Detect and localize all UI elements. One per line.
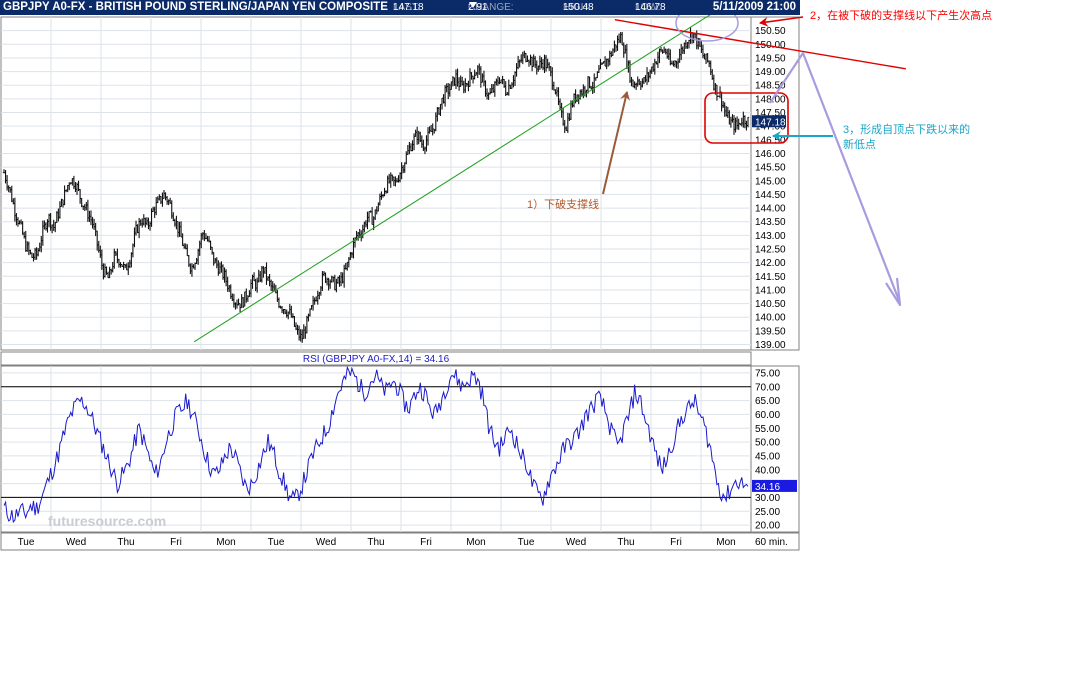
- x-tick-label: Mon: [466, 537, 485, 548]
- datetime-stamp: 5/11/2009 21:00: [712, 1, 796, 13]
- price-tick-label: 147.50: [755, 108, 786, 119]
- trendline-resistance: [614, 19, 906, 70]
- price-plot-frame: [0, 16, 752, 351]
- price-tick-label: 141.50: [755, 272, 786, 283]
- change-label: CHANGE:: [468, 2, 514, 13]
- annotation-lower-high: 2，在被下破的支撑线以下产生次高点: [810, 10, 993, 22]
- price-tick-label: 150.50: [755, 26, 786, 37]
- x-tick-label: Wed: [566, 537, 586, 548]
- change-value: 2.91: [468, 2, 488, 13]
- rsi-tick-label: 45.00: [755, 451, 780, 462]
- annotation-overlay: [602, 15, 902, 307]
- rsi-tick-label: 65.00: [755, 396, 780, 407]
- rsi-tick-label: 20.00: [755, 521, 780, 532]
- price-tick-label: 149.50: [755, 53, 786, 64]
- x-tick-label: Tue: [18, 537, 35, 548]
- price-tick-label: 149.00: [755, 67, 786, 78]
- x-tick-label: Thu: [117, 537, 134, 548]
- price-tick-label: 145.50: [755, 163, 786, 174]
- x-tick-label: Tue: [268, 537, 285, 548]
- x-tick-label: Thu: [367, 537, 384, 548]
- low-value: 146.78: [635, 2, 666, 13]
- x-tick-label: Fri: [670, 537, 682, 548]
- rsi-panel: RSI (GBPJPY A0-FX,14) = 34.16 20.00 25.00 3…: [0, 351, 800, 551]
- projection-path: [769, 51, 902, 304]
- price-series: [2, 27, 750, 343]
- price-tick-label: 144.00: [755, 204, 786, 215]
- chart-header: GBPJPY A0-FX - BRITISH POUND STERLING/JA…: [0, 0, 800, 15]
- symbol-title: GBPJPY A0-FX - BRITISH POUND STERLING/JA…: [3, 1, 388, 13]
- price-tick-label: 143.50: [755, 217, 786, 228]
- price-panel: 139.00 139.50 140.00 140.50 141.00 141.50 142.…: [0, 15, 906, 351]
- trendline-support: [193, 15, 711, 343]
- x-tick-label: Fri: [420, 537, 432, 548]
- projection-arrowhead: [885, 277, 902, 307]
- price-tick-label: 140.00: [755, 313, 786, 324]
- annotation-new-low-line1: 3，形成自顶点下跌以来的: [843, 124, 971, 136]
- price-tick-label: 139.50: [755, 326, 786, 337]
- price-tick-label: 139.00: [755, 340, 786, 351]
- high-value: 150.48: [563, 2, 594, 13]
- price-last-box: [752, 115, 786, 128]
- rsi-tick-label: 50.00: [755, 438, 780, 449]
- annotation-support-break: 1）下破支撑线: [527, 199, 600, 211]
- price-tick-label: 148.50: [755, 81, 786, 92]
- price-tick-label: 146.50: [755, 135, 786, 146]
- x-tick-label: Mon: [716, 537, 735, 548]
- price-tick-label: 143.00: [755, 231, 786, 242]
- x-tick-label: Fri: [170, 537, 182, 548]
- price-tick-label: 148.00: [755, 94, 786, 105]
- annotation-new-low-line2: 新低点: [843, 139, 876, 151]
- x-unit-label: 60 min.: [755, 537, 788, 548]
- price-tick-label: 142.00: [755, 258, 786, 269]
- last-value: 147.18: [393, 2, 424, 13]
- rsi-tick-label: 70.00: [755, 382, 780, 393]
- peak-highlight-ellipse: [675, 15, 739, 42]
- rsi-tick-label: 30.00: [755, 493, 780, 504]
- chart-canvas: 139.00 139.50 140.00 140.50 141.00 141.50 142.…: [0, 15, 906, 551]
- x-tick-label: Wed: [316, 537, 336, 548]
- price-tick-label: 144.50: [755, 190, 786, 201]
- price-tick-label: 145.00: [755, 176, 786, 187]
- price-last-label: 147.18: [755, 117, 786, 128]
- rsi-tick-label: 25.00: [755, 507, 780, 518]
- rsi-last-label: 34.16: [755, 482, 780, 493]
- x-tick-label: Wed: [66, 537, 86, 548]
- price-tick-label: 150.00: [755, 40, 786, 51]
- rsi-title: RSI (GBPJPY A0-FX,14) = 34.16: [303, 354, 450, 365]
- rsi-title-bar: [0, 351, 752, 366]
- price-tick-label: 146.00: [755, 149, 786, 160]
- rsi-tick-label: 55.00: [755, 424, 780, 435]
- price-tick-label: 140.50: [755, 299, 786, 310]
- watermark-logo: futuresource.com: [48, 513, 166, 529]
- lower-high-arrow: [759, 16, 804, 27]
- high-label: HIGH:: [563, 2, 591, 13]
- price-tick-label: 141.00: [755, 285, 786, 296]
- rsi-tick-label: 40.00: [755, 465, 780, 476]
- new-low-highlight-box: [704, 92, 789, 144]
- x-tick-label: Tue: [518, 537, 535, 548]
- rsi-tick-label: 75.00: [755, 368, 780, 379]
- rsi-last-box: [752, 479, 797, 492]
- x-tick-label: Thu: [617, 537, 634, 548]
- rsi-series-line: [3, 365, 749, 524]
- x-axis-frame: [0, 532, 800, 551]
- rsi-tick-label: 60.00: [755, 410, 780, 421]
- down-arrow-icon: [469, 2, 477, 8]
- low-label: LOW:: [635, 2, 661, 13]
- support-break-arrow: [602, 91, 631, 195]
- x-tick-label: Mon: [216, 537, 235, 548]
- rsi-axis-frame: [750, 365, 800, 533]
- rsi-plot-frame: [0, 365, 752, 533]
- price-tick-label: 142.50: [755, 245, 786, 256]
- last-label: LAST:: [393, 2, 420, 13]
